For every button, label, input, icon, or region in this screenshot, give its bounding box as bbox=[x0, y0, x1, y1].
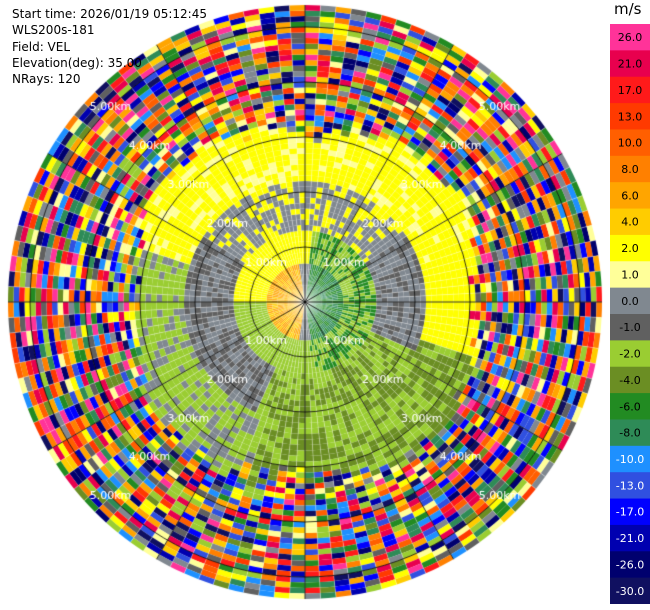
colorbar-tick-label: 13.0 bbox=[618, 110, 643, 123]
colorbar-swatch bbox=[610, 445, 650, 473]
colorbar-swatch bbox=[610, 393, 650, 421]
colorbar-swatch bbox=[610, 577, 650, 604]
colorbar-tick-label: -30.0 bbox=[616, 585, 644, 598]
header-info: Start time: 2026/01/19 05:12:45 WLS200s-… bbox=[12, 6, 207, 87]
instrument-label: WLS200s-181 bbox=[12, 23, 95, 38]
colorbar-swatch bbox=[610, 314, 650, 341]
colorbar-tick-label: 0.0 bbox=[621, 295, 639, 308]
colorbar-tick-label: -13.0 bbox=[616, 479, 644, 492]
colorbar-swatch bbox=[610, 234, 650, 262]
start-time-label: Start time: 2026/01/19 05:12:45 bbox=[12, 7, 207, 21]
colorbar-tick-label: 17.0 bbox=[618, 84, 643, 97]
colorbar-swatch bbox=[610, 155, 650, 183]
colorbar-tick-label: 2.0 bbox=[621, 242, 639, 255]
colorbar-swatch bbox=[610, 24, 650, 51]
colorbar-tick-label: 26.0 bbox=[618, 31, 643, 44]
colorbar-tick-label: -4.0 bbox=[619, 374, 640, 387]
colorbar-swatch bbox=[610, 498, 650, 526]
colorbar-tick-label: -8.0 bbox=[619, 427, 640, 440]
colorbar-tick-label: -6.0 bbox=[619, 400, 640, 413]
colorbar-tick-label: 4.0 bbox=[621, 216, 639, 229]
colorbar-tick-label: -10.0 bbox=[616, 453, 644, 466]
colorbar-swatch bbox=[610, 287, 650, 315]
colorbar-swatch bbox=[610, 182, 650, 210]
colorbar-swatch bbox=[610, 103, 650, 131]
colorbar-tick-label: -26.0 bbox=[616, 558, 644, 571]
colorbar-swatch bbox=[610, 551, 650, 579]
colorbar-unit: m/s bbox=[614, 0, 642, 18]
colorbar-tick-label: 8.0 bbox=[621, 163, 639, 176]
colorbar-swatch bbox=[610, 524, 650, 552]
colorbar-tick-label: -17.0 bbox=[616, 506, 644, 519]
colorbar-tick-label: -1.0 bbox=[619, 321, 640, 334]
colorbar-swatch bbox=[610, 366, 650, 394]
field-label: Field: VEL bbox=[12, 39, 71, 54]
colorbar-swatch bbox=[610, 208, 650, 236]
colorbar-swatch bbox=[610, 340, 650, 368]
nrays-label: NRays: 120 bbox=[12, 72, 81, 87]
colorbar-tick-label: 10.0 bbox=[618, 137, 643, 150]
colorbar-swatch bbox=[610, 261, 650, 289]
colorbar-swatch bbox=[610, 129, 650, 157]
colorbar-tick-label: 6.0 bbox=[621, 189, 639, 202]
colorbar-tick-label: -21.0 bbox=[616, 532, 644, 545]
colorbar-swatch bbox=[610, 76, 650, 104]
colorbar-tick-label: 1.0 bbox=[621, 268, 639, 281]
colorbar-tick-label: 21.0 bbox=[618, 58, 643, 71]
colorbar-tick-label: -2.0 bbox=[619, 348, 640, 361]
elevation-label: Elevation(deg): 35.00 bbox=[12, 55, 142, 70]
colorbar-swatch bbox=[610, 419, 650, 447]
colorbar-swatch bbox=[610, 50, 650, 78]
colorbar: 26.0 21.0 17.0 13.0 10.0 8.0 6.0 4.0 2.0 1.0 0.0 -1… bbox=[610, 24, 650, 604]
colorbar-swatch bbox=[610, 472, 650, 500]
